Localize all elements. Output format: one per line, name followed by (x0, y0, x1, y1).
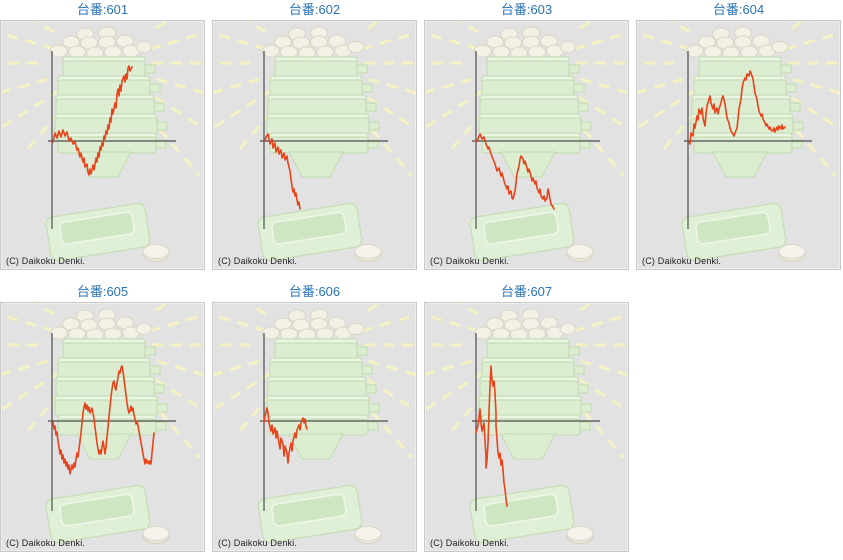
data-series-line (688, 70, 786, 145)
panel-title: 台番:606 (288, 284, 341, 299)
chart-panel-601: 台番:601 (C) Daikoku Denki. (0, 0, 205, 270)
chart-area: (C) Daikoku Denki. (424, 302, 629, 552)
panel-title: 台番:605 (76, 284, 129, 299)
panel-title: 台番:604 (712, 2, 765, 17)
chart-area: (C) Daikoku Denki. (0, 20, 205, 270)
data-series-line (475, 133, 555, 210)
slump-graph (1, 21, 204, 264)
slump-graph (637, 21, 840, 264)
panel-title: 台番:603 (500, 2, 553, 17)
data-series-line (52, 365, 155, 475)
data-series-line (263, 407, 308, 464)
chart-panel-603: 台番:603 (C) Daikoku Denki. (424, 0, 629, 270)
panel-title: 台番:607 (500, 284, 553, 299)
data-series-line (264, 133, 301, 210)
chart-area: (C) Daikoku Denki. (212, 20, 417, 270)
data-series-line (52, 65, 133, 176)
copyright-text: (C) Daikoku Denki. (218, 538, 298, 548)
copyright-text: (C) Daikoku Denki. (642, 256, 722, 266)
copyright-text: (C) Daikoku Denki. (430, 256, 510, 266)
chart-area: (C) Daikoku Denki. (636, 20, 841, 270)
watermark-illustration (425, 303, 628, 546)
copyright-text: (C) Daikoku Denki. (218, 256, 298, 266)
slump-graph (1, 303, 204, 546)
chart-area: (C) Daikoku Denki. (424, 20, 629, 270)
slump-graph (213, 21, 416, 264)
chart-panel-604: 台番:604 (C) Daikoku Denki. (636, 0, 841, 270)
chart-area: (C) Daikoku Denki. (0, 302, 205, 552)
chart-panel-607: 台番:607 (C) Daikoku Denki. (424, 282, 629, 552)
copyright-text: (C) Daikoku Denki. (430, 538, 510, 548)
data-series-line (475, 365, 508, 507)
chart-panel-606: 台番:606 (C) Daikoku Denki. (212, 282, 417, 552)
chart-panel-605: 台番:605 (C) Daikoku Denki. (0, 282, 205, 552)
watermark-illustration (213, 303, 416, 546)
slump-graph (213, 303, 416, 546)
copyright-text: (C) Daikoku Denki. (6, 256, 86, 266)
chart-area: (C) Daikoku Denki. (212, 302, 417, 552)
panel-title: 台番:602 (288, 2, 341, 17)
slump-graph (425, 303, 628, 546)
panel-title: 台番:601 (76, 2, 129, 17)
chart-panel-602: 台番:602 (C) Daikoku Denki. (212, 0, 417, 270)
watermark-illustration (1, 303, 204, 546)
slump-graph (425, 21, 628, 264)
copyright-text: (C) Daikoku Denki. (6, 538, 86, 548)
